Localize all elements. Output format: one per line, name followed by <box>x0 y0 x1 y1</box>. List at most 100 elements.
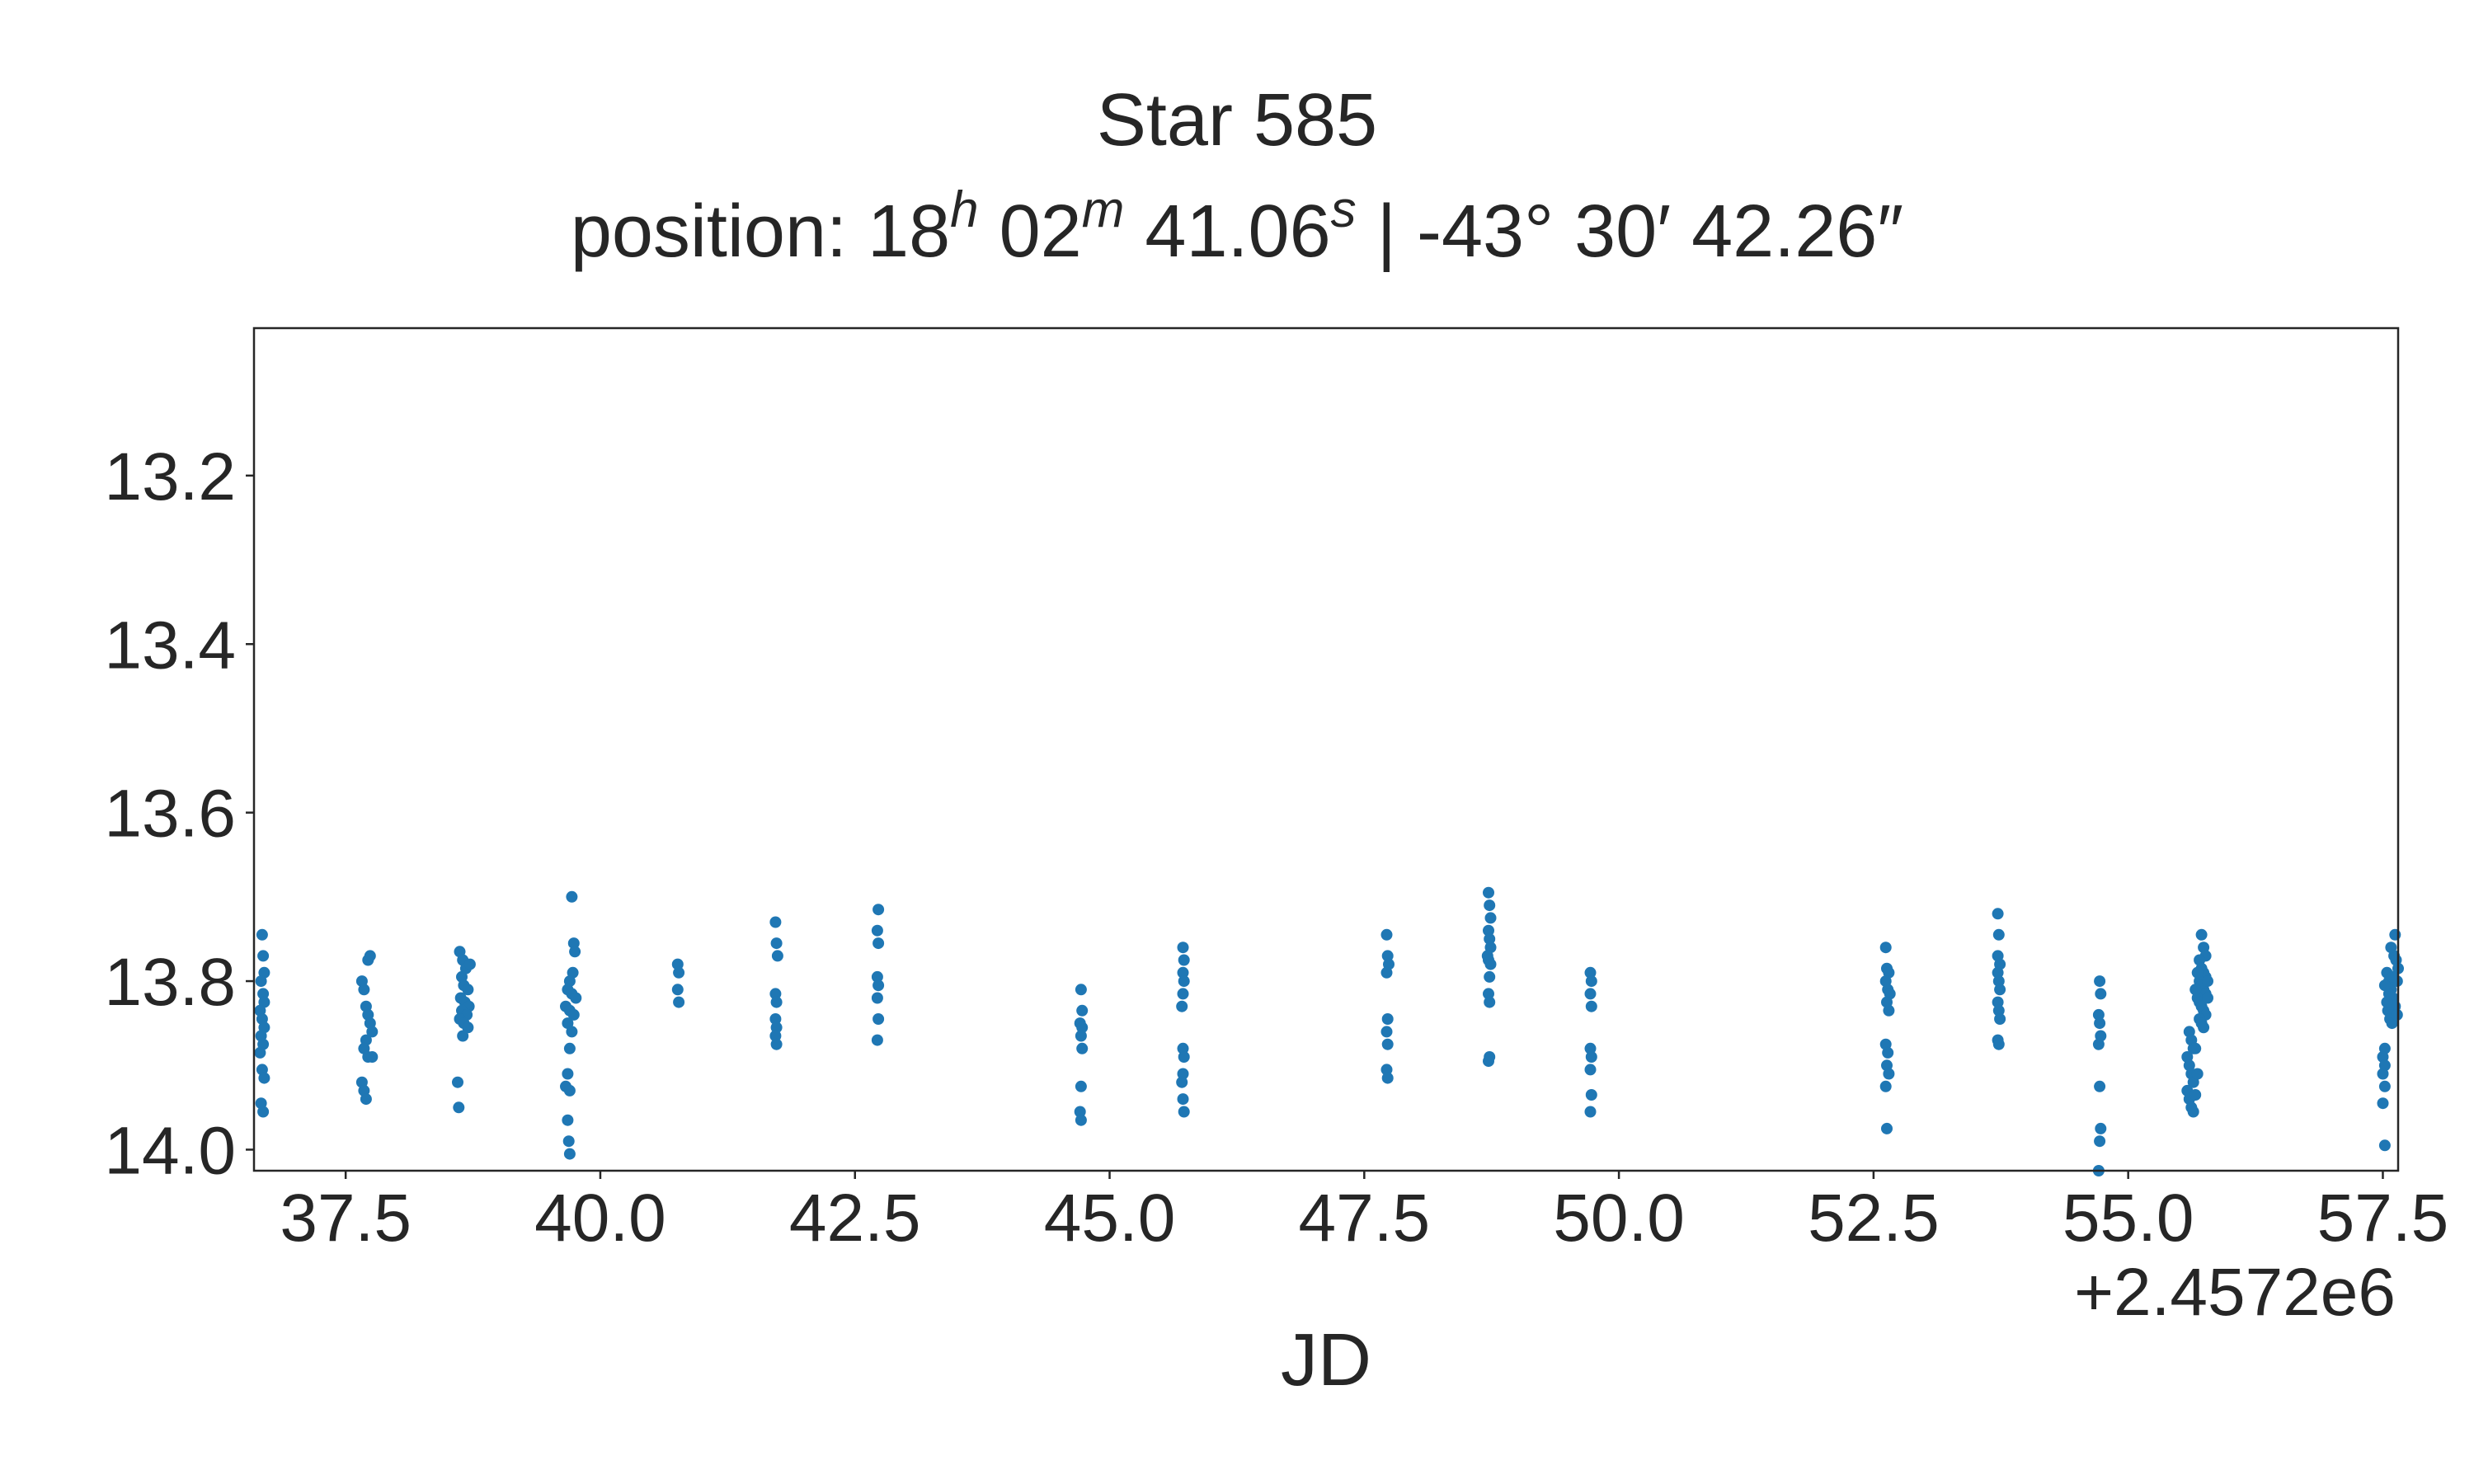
data-point <box>769 1030 782 1042</box>
x-tick-label: 57.5 <box>2317 1181 2449 1256</box>
data-point <box>570 992 582 1004</box>
data-point <box>1075 1114 1087 1126</box>
x-axis-ticks: 37.5 40.0 42.5 45.0 47.5 50.0 52.5 55.0 57.5 <box>280 1171 2448 1256</box>
data-point <box>567 1008 580 1021</box>
data-point <box>562 1068 574 1080</box>
data-point <box>360 1093 372 1106</box>
data-point <box>770 996 783 1008</box>
data-point <box>673 966 685 979</box>
data-point <box>1585 975 1597 988</box>
data-point <box>463 958 476 970</box>
data-point <box>452 1076 463 1088</box>
data-point <box>1994 984 2006 996</box>
data-point <box>1881 1122 1893 1134</box>
data-point <box>258 1072 270 1084</box>
subtitle-prefix: position: 18 <box>570 190 951 273</box>
data-point <box>2386 1017 2398 1030</box>
data-point <box>769 1013 782 1025</box>
y-tick-label: 13.4 <box>104 608 236 683</box>
data-point <box>1994 1013 2006 1025</box>
x-tick-label: 52.5 <box>1808 1181 1940 1256</box>
data-point <box>671 984 684 996</box>
data-point <box>1176 1000 1188 1012</box>
data-point <box>2378 1139 2391 1152</box>
data-point <box>1177 966 1189 979</box>
x-tick-label: 55.0 <box>2062 1181 2194 1256</box>
data-point <box>566 890 578 903</box>
data-point <box>462 1021 474 1034</box>
data-point <box>1883 1068 1895 1080</box>
data-point <box>1177 942 1189 954</box>
data-point <box>1075 1030 1087 1042</box>
data-point <box>1177 1042 1189 1054</box>
data-point <box>1992 996 2004 1008</box>
data-point <box>462 984 474 996</box>
data-point <box>1879 942 1892 954</box>
data-point <box>2189 984 2202 996</box>
x-tick-label: 40.0 <box>534 1181 666 1256</box>
y-tick-label: 13.2 <box>104 439 236 514</box>
data-point <box>2189 1042 2202 1054</box>
data-point <box>871 970 883 983</box>
data-point <box>2202 992 2213 1004</box>
data-point <box>1381 1013 1394 1025</box>
data-point <box>562 1135 575 1148</box>
data-point <box>2381 996 2393 1008</box>
data-point <box>1381 1038 1394 1050</box>
x-tick-label: 42.5 <box>789 1181 921 1256</box>
data-point <box>871 924 883 937</box>
data-point <box>2094 1017 2106 1030</box>
data-point <box>562 1114 574 1126</box>
data-points <box>254 886 2404 1176</box>
data-point <box>769 916 782 928</box>
data-point <box>2378 1080 2391 1092</box>
y-tick-label: 13.6 <box>104 777 236 852</box>
data-point <box>569 946 581 958</box>
subtitle-seconds-unit: s <box>1330 181 1357 238</box>
data-point <box>2095 988 2107 1000</box>
x-axis-label: JD <box>1281 1319 1371 1402</box>
data-point <box>1484 996 1496 1008</box>
data-point <box>673 996 685 1008</box>
data-point <box>1177 1093 1189 1106</box>
data-point <box>563 1148 576 1160</box>
subtitle-declination: | -43° 30′ 42.26″ <box>1356 190 1904 273</box>
data-point <box>2202 975 2213 988</box>
data-point <box>1992 928 2005 941</box>
data-point <box>567 937 580 950</box>
x-tick-label: 37.5 <box>280 1181 412 1256</box>
data-point <box>255 975 267 988</box>
subtitle-minutes: 02 <box>978 190 1082 273</box>
data-point <box>1076 1004 1089 1017</box>
data-point <box>1992 908 2004 920</box>
data-point <box>1992 1038 2005 1050</box>
data-point <box>366 1051 379 1063</box>
data-point <box>1381 950 1394 962</box>
data-point <box>2191 1068 2204 1080</box>
data-point <box>1076 1042 1089 1054</box>
data-point <box>769 988 782 1000</box>
data-point <box>1584 1064 1597 1076</box>
data-point <box>770 1038 783 1050</box>
data-point <box>871 992 883 1004</box>
data-point <box>1585 1000 1597 1012</box>
data-point <box>1380 928 1393 941</box>
data-point <box>257 1106 270 1118</box>
data-point <box>1483 886 1494 899</box>
subtitle-minutes-unit: m <box>1081 181 1125 238</box>
y-tick-label: 14.0 <box>104 1113 236 1188</box>
x-tick-label: 47.5 <box>1299 1181 1431 1256</box>
data-point <box>2377 1068 2389 1080</box>
data-point <box>1484 932 1496 945</box>
data-point <box>1484 899 1496 912</box>
data-point <box>1879 1080 1892 1092</box>
data-point <box>256 928 268 941</box>
chart-title: Star 585 <box>1096 79 1378 162</box>
x-axis-offset-label: +2.4572e6 <box>2074 1255 2396 1330</box>
data-point <box>2095 1122 2107 1134</box>
data-point <box>1178 975 1190 988</box>
data-point <box>1178 1106 1190 1118</box>
data-point <box>770 937 783 950</box>
data-point <box>1076 1021 1089 1034</box>
y-axis-ticks: 13.2 13.4 13.6 13.8 14.0 <box>104 439 254 1188</box>
